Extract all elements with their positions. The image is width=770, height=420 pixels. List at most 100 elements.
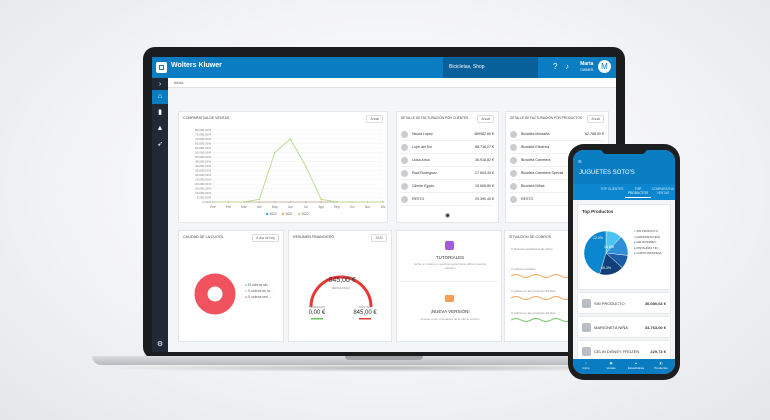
sidebar: › ⌂ ▮ ▲ ➶ ⚙ [152,78,168,352]
y-tick-label: 5.000,00 € [197,196,212,200]
data-point[interactable] [258,201,261,203]
info-icon[interactable]: ◉ [445,213,451,219]
collections-line-2: X cobros vencidos [511,267,536,271]
top-products-pie: 12.0% 14.8% 45.3% [583,230,629,276]
productos-row[interactable]: Bicicleta Montaña 82.788,00 € [510,128,604,141]
expand-menu-icon[interactable]: › [158,81,162,88]
phone-menu-icon[interactable]: ☰ [578,159,582,164]
product-thumbnail [582,299,591,308]
legend-label: 2021 [286,212,293,216]
data-point[interactable] [320,198,322,201]
quota-legend-1: El cobros sin... [248,283,271,287]
brand-name: Wolters Kluwer [171,62,222,69]
phone-product-value: 34.763,00 € [644,325,666,330]
nav-stats[interactable]: ▲ Estadísticas [627,361,645,370]
clientes-row[interactable]: Lupe del Sol 68.736,27 € [401,141,494,154]
nav-products[interactable]: ◧ Productos [651,361,671,371]
data-point[interactable] [366,201,369,203]
productos-value: 82.788,00 € [585,132,604,136]
x-tick-label: Abr [257,205,263,209]
clientes-row[interactable]: RESTO 29.390,40 € [401,193,494,206]
y-tick-label: 80.000,00 € [195,128,211,132]
x-tick-label: Oct [350,205,355,209]
phone-bottom-nav: ⌂ Inicio ▦ Ventas ▲ Estadísticas ◧ Productos [573,359,675,374]
tutorials-title[interactable]: TUTORIALES [435,255,465,260]
phone-product-row[interactable]: MARIONETA NIÑA 34.763,00 € [577,316,671,338]
phone-tab-products[interactable]: TOP PRODUCTOS [625,187,651,198]
series-line-2022 [213,138,383,203]
products-period-button[interactable]: Anual [587,115,604,123]
clientes-row[interactable]: Cliente Ejpplo 15.606,80 € [401,180,494,193]
data-point[interactable] [274,151,276,154]
data-point[interactable] [335,201,338,203]
breadcrumb[interactable]: Inicio [168,78,616,88]
bar-chart-icon[interactable]: ▮ [158,109,162,116]
data-point[interactable] [320,201,322,203]
income-value: 0,00 € [308,310,326,316]
clientes-avatar-icon [401,195,408,203]
clientes-row[interactable]: Raúl Rodríguez 17.604,40 € [401,167,494,180]
expense-label: GASTOS [358,305,372,309]
user-info[interactable]: Marta OWNER [580,61,593,73]
laptop-screen: Wolters Kluwer Bicicletas, Shop ? ♪ Mart… [152,57,616,352]
shop-selector[interactable]: Bicicletas, Shop [443,57,538,78]
pie-slice[interactable] [583,230,607,275]
legend-swatch [265,212,269,216]
pie-legend-label: MARIONETA NIÑA [636,234,661,239]
data-point[interactable] [304,201,307,203]
pie-percent-label: 14.8% [604,245,614,249]
home-icon[interactable]: ⌂ [152,90,168,104]
phone-tab-sales[interactable]: COMPARATIVA VENTAS [651,187,675,195]
financial-year-button[interactable]: 2022 [371,234,387,242]
data-point[interactable] [351,201,353,203]
x-tick-label: Jun [288,205,293,209]
clientes-avatar-icon [401,182,408,190]
nav-stats-label: Estadísticas [627,366,645,370]
help-icon[interactable]: ? [553,62,558,71]
brand-logo-icon [156,62,167,73]
sales-period-button[interactable]: Anual [366,115,383,123]
clientes-row[interactable]: Nicola López 489982,60 € [401,128,494,141]
data-point[interactable] [243,201,245,203]
quota-legend-3: X cobros ven... [248,295,271,299]
data-point[interactable] [258,198,261,201]
y-tick-label: 45.000,00 € [195,160,211,164]
avatar[interactable]: M [598,60,611,73]
data-point[interactable] [304,165,307,167]
new-version-title[interactable]: ¡NUEVA VERSIÓN! [430,309,470,314]
clientes-value: 489982,60 € [474,132,494,136]
growth-chart-icon[interactable]: ▲ [156,125,164,132]
quota-legend-2: X cobros en la... [248,289,273,293]
phone-product-row[interactable]: SIN PRODUCTO 36.080,63 € [577,292,671,314]
data-point[interactable] [382,201,384,203]
top-products-card: Top Productos 12.0% 14.8% 45.3% ● SIN PROD… [577,204,671,290]
y-tick-label: 65.000,00 € [195,142,211,146]
nav-sales[interactable]: ▦ Ventas [601,361,621,371]
financial-card-title: Resumen financiero [293,235,335,239]
data-point[interactable] [289,138,292,140]
rocket-icon[interactable]: ➶ [157,141,163,148]
data-point[interactable] [212,201,214,203]
data-point[interactable] [289,201,292,203]
bell-icon[interactable]: ♪ [565,62,569,71]
nav-home[interactable]: ⌂ Inicio [576,361,596,371]
settings-gear-icon[interactable]: ⚙ [156,341,164,348]
sales-card-title: Comparativa de ventas [183,116,230,120]
data-point[interactable] [227,201,230,203]
productos-avatar-icon [510,195,517,203]
clients-period-button[interactable]: Anual [477,115,494,123]
y-tick-label: 20.000,00 € [195,182,211,186]
quota-period-button[interactable]: A día de hoy [252,234,279,242]
phone-header: ☰ JUGUETES SOTO'S TOP CLIENTES TOP PRODU… [573,150,675,200]
expense-value: 845,00 € [353,310,377,316]
clientes-row[interactable]: Luisa Arica 36.918,82 € [401,154,494,167]
tutorials-card[interactable]: TUTORIALES Echa un vistazo a nuestras gu… [396,230,502,342]
pie-legend-item: ● CORTO PRINCESA [634,251,662,255]
data-point[interactable] [274,201,276,203]
clientes-value: 29.390,40 € [475,197,494,201]
clientes-avatar-icon [401,169,408,177]
nav-sales-label: Ventas [606,366,616,370]
phone-product-name: CELIN DISNEY FROZEN [594,349,640,354]
phone-product-value: 229,74 € [650,349,666,354]
phone-tab-clients[interactable]: TOP CLIENTES [600,187,624,191]
